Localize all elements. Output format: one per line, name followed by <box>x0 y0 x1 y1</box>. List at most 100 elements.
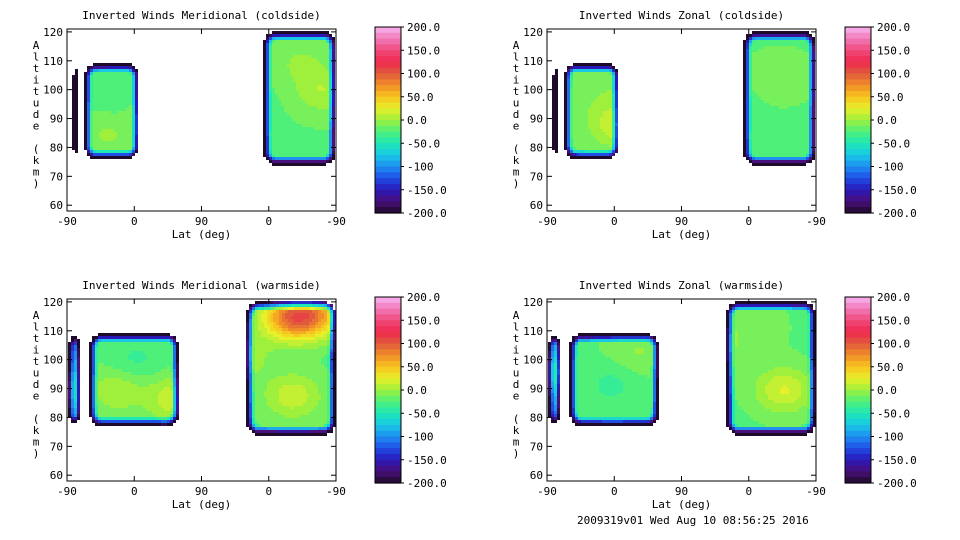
colorbar-band <box>845 207 871 214</box>
field-cell <box>809 88 812 91</box>
field-cell <box>170 357 173 360</box>
field-cell <box>324 316 327 319</box>
field-cell <box>120 126 123 129</box>
field-cell <box>176 372 179 375</box>
field-cell <box>579 129 582 132</box>
field-cell <box>800 103 803 106</box>
field-cell <box>794 109 797 112</box>
field-cell <box>296 118 299 121</box>
field-cell <box>170 369 173 372</box>
field-cell <box>603 114 606 117</box>
field-cell <box>263 76 266 79</box>
field-cell <box>317 127 320 130</box>
field-cell <box>749 139 752 142</box>
field-cell <box>266 151 269 154</box>
field-cell <box>84 126 87 129</box>
field-cell <box>794 37 797 40</box>
field-cell <box>806 61 809 64</box>
field-cell <box>311 76 314 79</box>
field-cell <box>108 132 111 135</box>
field-cell <box>284 148 287 151</box>
field-cell <box>788 112 791 115</box>
field-cell <box>615 108 618 111</box>
field-cell <box>809 61 812 64</box>
field-cell <box>275 46 278 49</box>
field-cell <box>767 115 770 118</box>
field-cell <box>770 154 773 157</box>
field-cell <box>767 73 770 76</box>
field-cell <box>797 58 800 61</box>
field-cell <box>288 322 291 325</box>
field-cell <box>773 31 776 34</box>
field-cell <box>74 366 77 369</box>
field-cell <box>123 138 126 141</box>
field-cell <box>74 384 77 387</box>
field-cell <box>290 127 293 130</box>
field-cell <box>767 46 770 49</box>
field-cell <box>302 118 305 121</box>
field-cell <box>108 135 111 138</box>
field-cell <box>314 109 317 112</box>
field-cell <box>143 336 146 339</box>
field-cell <box>594 69 597 72</box>
field-cell <box>299 67 302 70</box>
field-cell <box>284 133 287 136</box>
field-cell <box>788 121 791 124</box>
field-cell <box>90 87 93 90</box>
field-cell <box>749 67 752 70</box>
field-cell <box>272 94 275 97</box>
field-cell <box>567 72 570 75</box>
field-cell <box>71 405 74 408</box>
field-cell <box>266 130 269 133</box>
field-cell <box>776 121 779 124</box>
field-cell <box>800 94 803 97</box>
field-cell <box>615 114 618 117</box>
field-cell <box>788 103 791 106</box>
field-cell <box>588 132 591 135</box>
field-cell <box>779 46 782 49</box>
field-cell <box>267 325 270 328</box>
field-cell <box>275 160 278 163</box>
field-cell <box>597 135 600 138</box>
field-cell <box>326 106 329 109</box>
field-cell <box>797 100 800 103</box>
field-cell <box>272 49 275 52</box>
field-cell <box>776 37 779 40</box>
field-cell <box>164 408 167 411</box>
field-cell <box>746 88 749 91</box>
field-cell <box>290 52 293 55</box>
field-cell <box>158 423 161 426</box>
field-cell <box>306 343 309 346</box>
field-cell <box>272 136 275 139</box>
field-cell <box>101 396 104 399</box>
colorbar-label: 100.0 <box>407 68 440 81</box>
field-cell <box>308 52 311 55</box>
field-cell <box>87 69 90 72</box>
field-cell <box>758 133 761 136</box>
field-cell <box>752 34 755 37</box>
field-cell <box>767 112 770 115</box>
field-cell <box>323 133 326 136</box>
field-cell <box>761 88 764 91</box>
field-cell <box>293 130 296 133</box>
field-cell <box>84 96 87 99</box>
field-cell <box>158 420 161 423</box>
x-tick-label: 0 <box>265 215 272 228</box>
field-cell <box>326 151 329 154</box>
field-cell <box>117 84 120 87</box>
y-tick-label: 110 <box>523 55 543 68</box>
field-cell <box>312 307 315 310</box>
field-cell <box>812 82 815 85</box>
field-cell <box>161 402 164 405</box>
field-cell <box>90 66 93 69</box>
field-cell <box>116 369 119 372</box>
colorbar-label: -200.0 <box>877 207 917 220</box>
field-cell <box>788 130 791 133</box>
field-cell <box>308 88 311 91</box>
field-cell <box>312 304 315 307</box>
field-cell <box>291 310 294 313</box>
field-cell <box>278 154 281 157</box>
field-cell <box>99 144 102 147</box>
field-cell <box>111 66 114 69</box>
field-cell <box>555 120 558 123</box>
